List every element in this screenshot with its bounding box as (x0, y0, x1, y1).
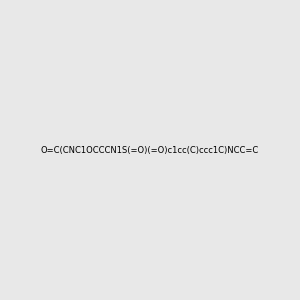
Text: O=C(CNC1OCCCN1S(=O)(=O)c1cc(C)ccc1C)NCC=C: O=C(CNC1OCCCN1S(=O)(=O)c1cc(C)ccc1C)NCC=… (41, 146, 259, 154)
